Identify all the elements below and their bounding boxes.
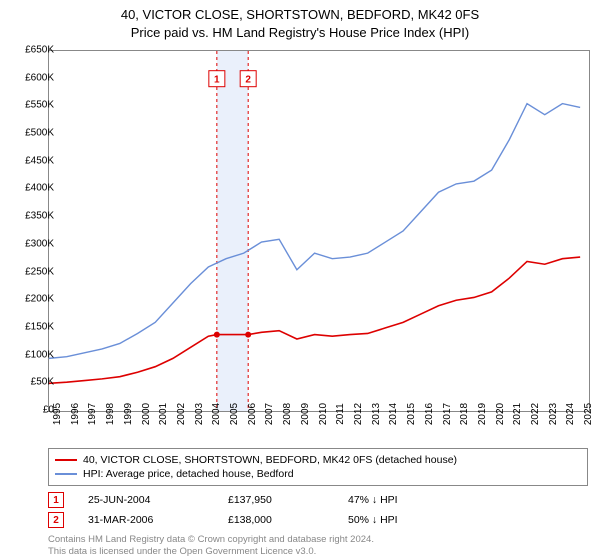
sale-marker-2: 2 (48, 512, 64, 528)
x-tick-label: 2007 (264, 403, 275, 425)
y-tick-label: £650K (12, 45, 54, 56)
y-tick-label: £50K (12, 377, 54, 388)
svg-text:2: 2 (245, 75, 251, 86)
sales-row-1: 1 25-JUN-2004 £137,950 47% ↓ HPI (48, 490, 468, 510)
legend-swatch-property (55, 459, 77, 461)
x-tick-label: 2010 (318, 403, 329, 425)
legend-box: 40, VICTOR CLOSE, SHORTSTOWN, BEDFORD, M… (48, 448, 588, 486)
y-tick-label: £150K (12, 321, 54, 332)
x-tick-label: 2014 (388, 403, 399, 425)
y-tick-label: £600K (12, 72, 54, 83)
x-tick-label: 2015 (406, 403, 417, 425)
legend-label-hpi: HPI: Average price, detached house, Bedf… (83, 468, 294, 480)
x-tick-label: 2004 (211, 403, 222, 425)
legend-label-property: 40, VICTOR CLOSE, SHORTSTOWN, BEDFORD, M… (83, 454, 457, 466)
x-tick-label: 2017 (442, 403, 453, 425)
x-tick-label: 2011 (335, 403, 346, 425)
x-tick-label: 2006 (247, 403, 258, 425)
sale-price-2: £138,000 (228, 514, 348, 526)
y-tick-label: £200K (12, 294, 54, 305)
chart-svg: 12 (49, 51, 589, 411)
attribution-line-1: Contains HM Land Registry data © Crown c… (48, 534, 374, 546)
title-block: 40, VICTOR CLOSE, SHORTSTOWN, BEDFORD, M… (0, 0, 600, 42)
y-tick-label: £300K (12, 238, 54, 249)
sale-pct-2: 50% ↓ HPI (348, 514, 468, 526)
x-tick-label: 1997 (87, 403, 98, 425)
x-tick-label: 1995 (52, 403, 63, 425)
x-tick-label: 2003 (194, 403, 205, 425)
x-tick-label: 2005 (229, 403, 240, 425)
attribution-line-2: This data is licensed under the Open Gov… (48, 546, 374, 558)
sales-table: 1 25-JUN-2004 £137,950 47% ↓ HPI 2 31-MA… (48, 490, 468, 530)
sale-pct-1: 47% ↓ HPI (348, 494, 468, 506)
x-tick-label: 2025 (583, 403, 594, 425)
legend-row-hpi: HPI: Average price, detached house, Bedf… (55, 467, 581, 481)
x-tick-label: 2018 (459, 403, 470, 425)
y-tick-label: £250K (12, 266, 54, 277)
x-tick-label: 1999 (123, 403, 134, 425)
sale-date-2: 31-MAR-2006 (88, 514, 228, 526)
y-tick-label: £450K (12, 155, 54, 166)
x-tick-label: 2002 (176, 403, 187, 425)
x-tick-label: 2008 (282, 403, 293, 425)
sale-price-1: £137,950 (228, 494, 348, 506)
x-tick-label: 1998 (105, 403, 116, 425)
attribution: Contains HM Land Registry data © Crown c… (48, 534, 374, 558)
x-tick-label: 1996 (70, 403, 81, 425)
y-tick-label: £400K (12, 183, 54, 194)
y-tick-label: £500K (12, 128, 54, 139)
y-tick-label: £350K (12, 211, 54, 222)
x-tick-label: 2024 (565, 403, 576, 425)
x-tick-label: 2016 (424, 403, 435, 425)
chart-container: 40, VICTOR CLOSE, SHORTSTOWN, BEDFORD, M… (0, 0, 600, 560)
sale-marker-1: 1 (48, 492, 64, 508)
x-tick-label: 2020 (495, 403, 506, 425)
x-tick-label: 2021 (512, 403, 523, 425)
svg-text:1: 1 (214, 75, 220, 86)
x-tick-label: 2012 (353, 403, 364, 425)
x-tick-label: 2023 (548, 403, 559, 425)
x-tick-label: 2013 (371, 403, 382, 425)
sales-row-2: 2 31-MAR-2006 £138,000 50% ↓ HPI (48, 510, 468, 530)
y-tick-label: £550K (12, 100, 54, 111)
x-tick-label: 2001 (158, 403, 169, 425)
sale-date-1: 25-JUN-2004 (88, 494, 228, 506)
x-tick-label: 2019 (477, 403, 488, 425)
y-tick-label: £100K (12, 349, 54, 360)
x-tick-label: 2022 (530, 403, 541, 425)
x-tick-label: 2000 (141, 403, 152, 425)
title-line-2: Price paid vs. HM Land Registry's House … (0, 24, 600, 42)
legend-row-property: 40, VICTOR CLOSE, SHORTSTOWN, BEDFORD, M… (55, 453, 581, 467)
legend-swatch-hpi (55, 473, 77, 475)
y-tick-label: £0 (12, 405, 54, 416)
title-line-1: 40, VICTOR CLOSE, SHORTSTOWN, BEDFORD, M… (0, 6, 600, 24)
chart-plot-area: 12 (48, 50, 590, 412)
x-tick-label: 2009 (300, 403, 311, 425)
